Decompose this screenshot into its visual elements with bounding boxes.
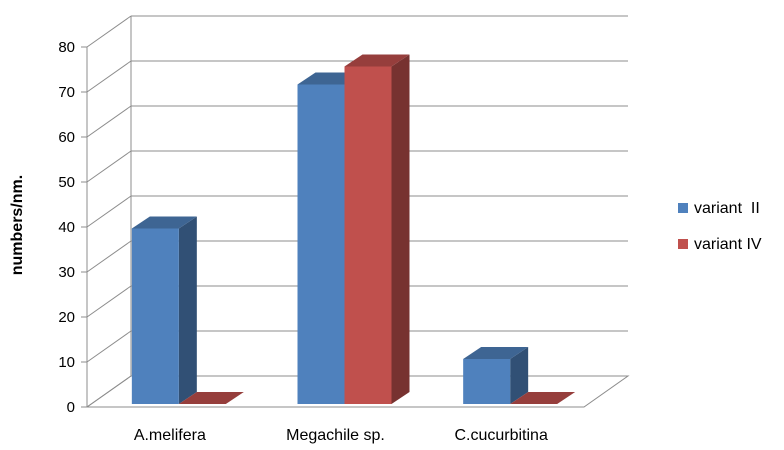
y-axis: 0 10 20 30 40 50 60 70 80: [58, 39, 75, 416]
y-tick-label: 70: [58, 84, 75, 101]
gridline-side: [86, 15, 132, 48]
gridline-side: [86, 60, 132, 93]
y-tick-label: 0: [67, 399, 75, 416]
bar-variant-ii-a-melifera: [131, 216, 197, 404]
x-axis: A.melifera Megachile sp. C.cucurbitina: [134, 427, 548, 444]
x-tick-label: Megachile sp.: [286, 427, 385, 444]
legend-label-variant-iv: variant IV: [694, 236, 762, 253]
y-tick-label: 50: [58, 174, 75, 191]
gridline-side: [86, 240, 132, 273]
bar-front-face: [463, 359, 511, 404]
x-tick-label: C.cucurbitina: [454, 427, 547, 444]
bar-side-face: [391, 54, 410, 404]
gridline-side: [86, 330, 132, 363]
bar-front-face: [297, 84, 345, 404]
y-tick-label: 20: [58, 309, 75, 326]
gridline-side: [86, 105, 132, 138]
bar-top-face: [463, 347, 529, 359]
y-tick-label: 40: [58, 219, 75, 236]
bar-top-face: [344, 54, 410, 67]
bar-side-face: [510, 347, 529, 404]
bar-top-face: [131, 216, 197, 229]
y-tick-label: 30: [58, 264, 75, 281]
gridline-side: [86, 285, 132, 318]
bar-side-face: [178, 216, 197, 404]
bar-top-face: [510, 392, 576, 404]
y-tick-label: 60: [58, 129, 75, 146]
chart-floor: [85, 375, 630, 408]
bar-front-face: [131, 228, 179, 404]
x-tick-label: A.melifera: [134, 427, 206, 444]
gridline-side: [86, 195, 132, 228]
bar-front-face: [344, 66, 392, 404]
bar-variant-iv-a-melifera: [178, 392, 244, 404]
legend-swatch-variant-ii: [678, 203, 688, 213]
gridline-side: [86, 150, 132, 183]
y-axis-label: numbers/nm.: [9, 175, 26, 275]
y-tick-label: 80: [58, 39, 75, 56]
bar-variant-iv-megachile-sp: [344, 54, 410, 404]
y-tick-label: 10: [58, 354, 75, 371]
bar-variant-ii-c-cucurbitina: [463, 347, 529, 404]
legend: variant II variant IV: [678, 200, 762, 253]
legend-swatch-variant-iv: [678, 239, 688, 249]
bar-top-face: [178, 392, 244, 404]
legend-label-variant-ii: variant II: [694, 200, 760, 217]
bars: [131, 54, 576, 404]
bar-variant-iv-c-cucurbitina: [510, 392, 576, 404]
